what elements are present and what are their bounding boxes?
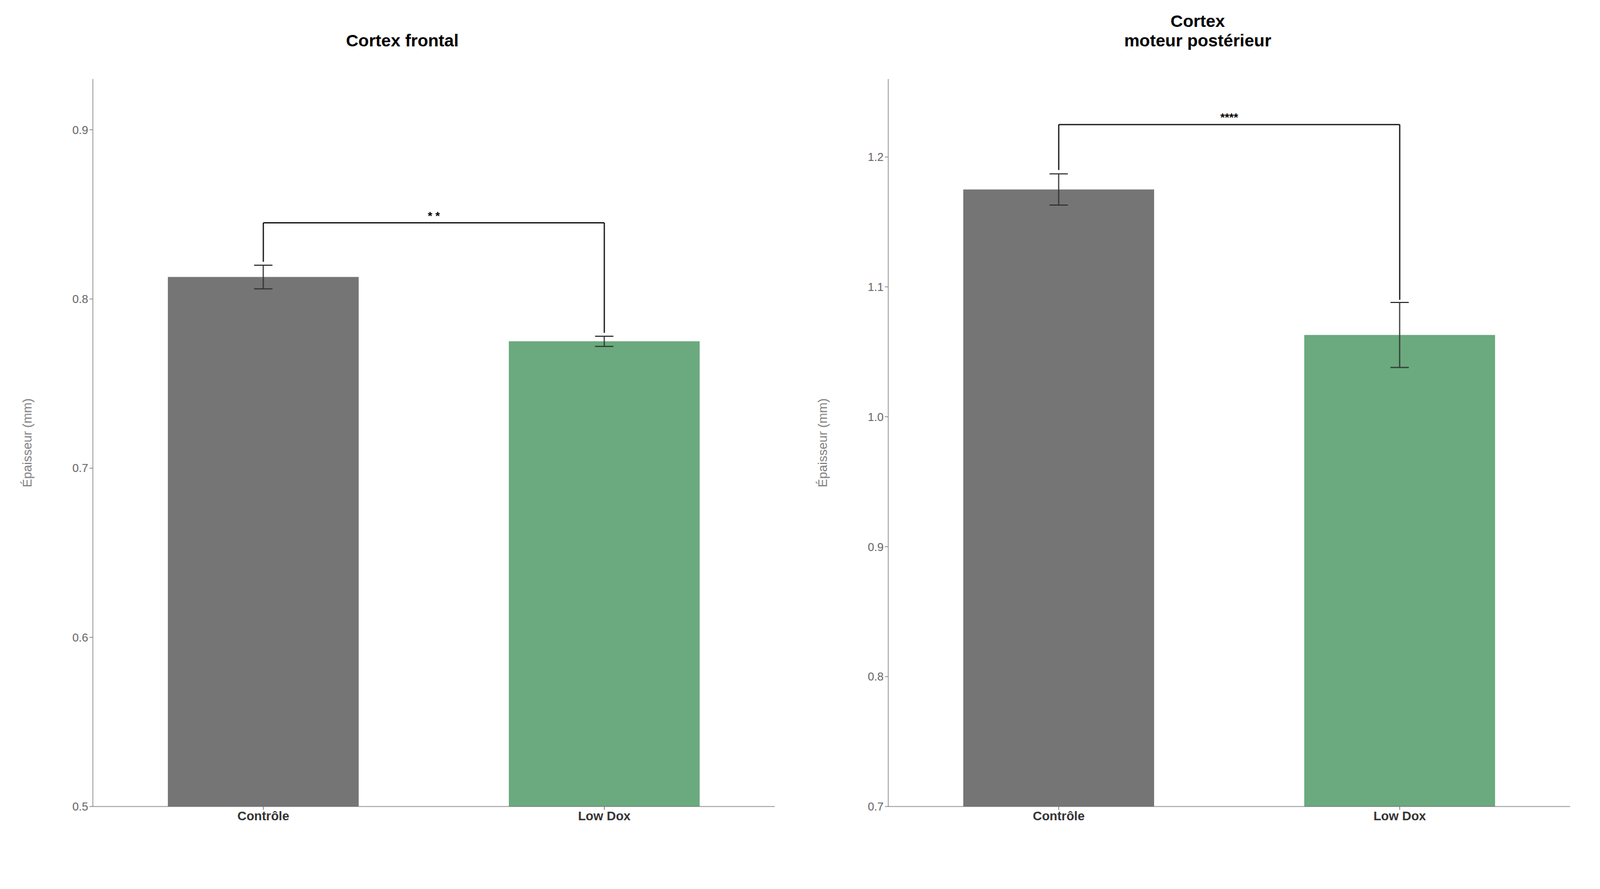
svg-text:Épaisseur (mm): Épaisseur (mm) <box>20 398 35 488</box>
svg-text:0.8: 0.8 <box>867 670 884 684</box>
svg-text:0.8: 0.8 <box>72 292 89 306</box>
html-text:Cortex moteur postérieur: Cortex moteur postérieur <box>1124 11 1272 50</box>
svg-text:Low Dox: Low Dox <box>578 809 631 824</box>
svg-text:0.5: 0.5 <box>72 800 89 814</box>
svg-text:Contrôle: Contrôle <box>237 809 289 824</box>
svg-text:0.9: 0.9 <box>72 123 89 137</box>
svg-text:0.7: 0.7 <box>867 800 884 814</box>
svg-text:0.7: 0.7 <box>72 461 89 475</box>
svg-text:1.1: 1.1 <box>867 280 884 294</box>
svg-text:0.6: 0.6 <box>72 631 89 645</box>
html-text:Cortex frontal: Cortex frontal <box>345 30 459 50</box>
svg-text:Contrôle: Contrôle <box>1032 809 1085 824</box>
svg-text:Épaisseur (mm): Épaisseur (mm) <box>815 398 830 488</box>
svg-text:0.9: 0.9 <box>867 540 884 554</box>
svg-text:1.2: 1.2 <box>867 150 884 164</box>
svg-text:****: **** <box>1220 111 1238 124</box>
svg-text:* *: * * <box>427 209 440 223</box>
svg-text:Low Dox: Low Dox <box>1373 809 1427 824</box>
svg-text:1.0: 1.0 <box>867 410 884 424</box>
